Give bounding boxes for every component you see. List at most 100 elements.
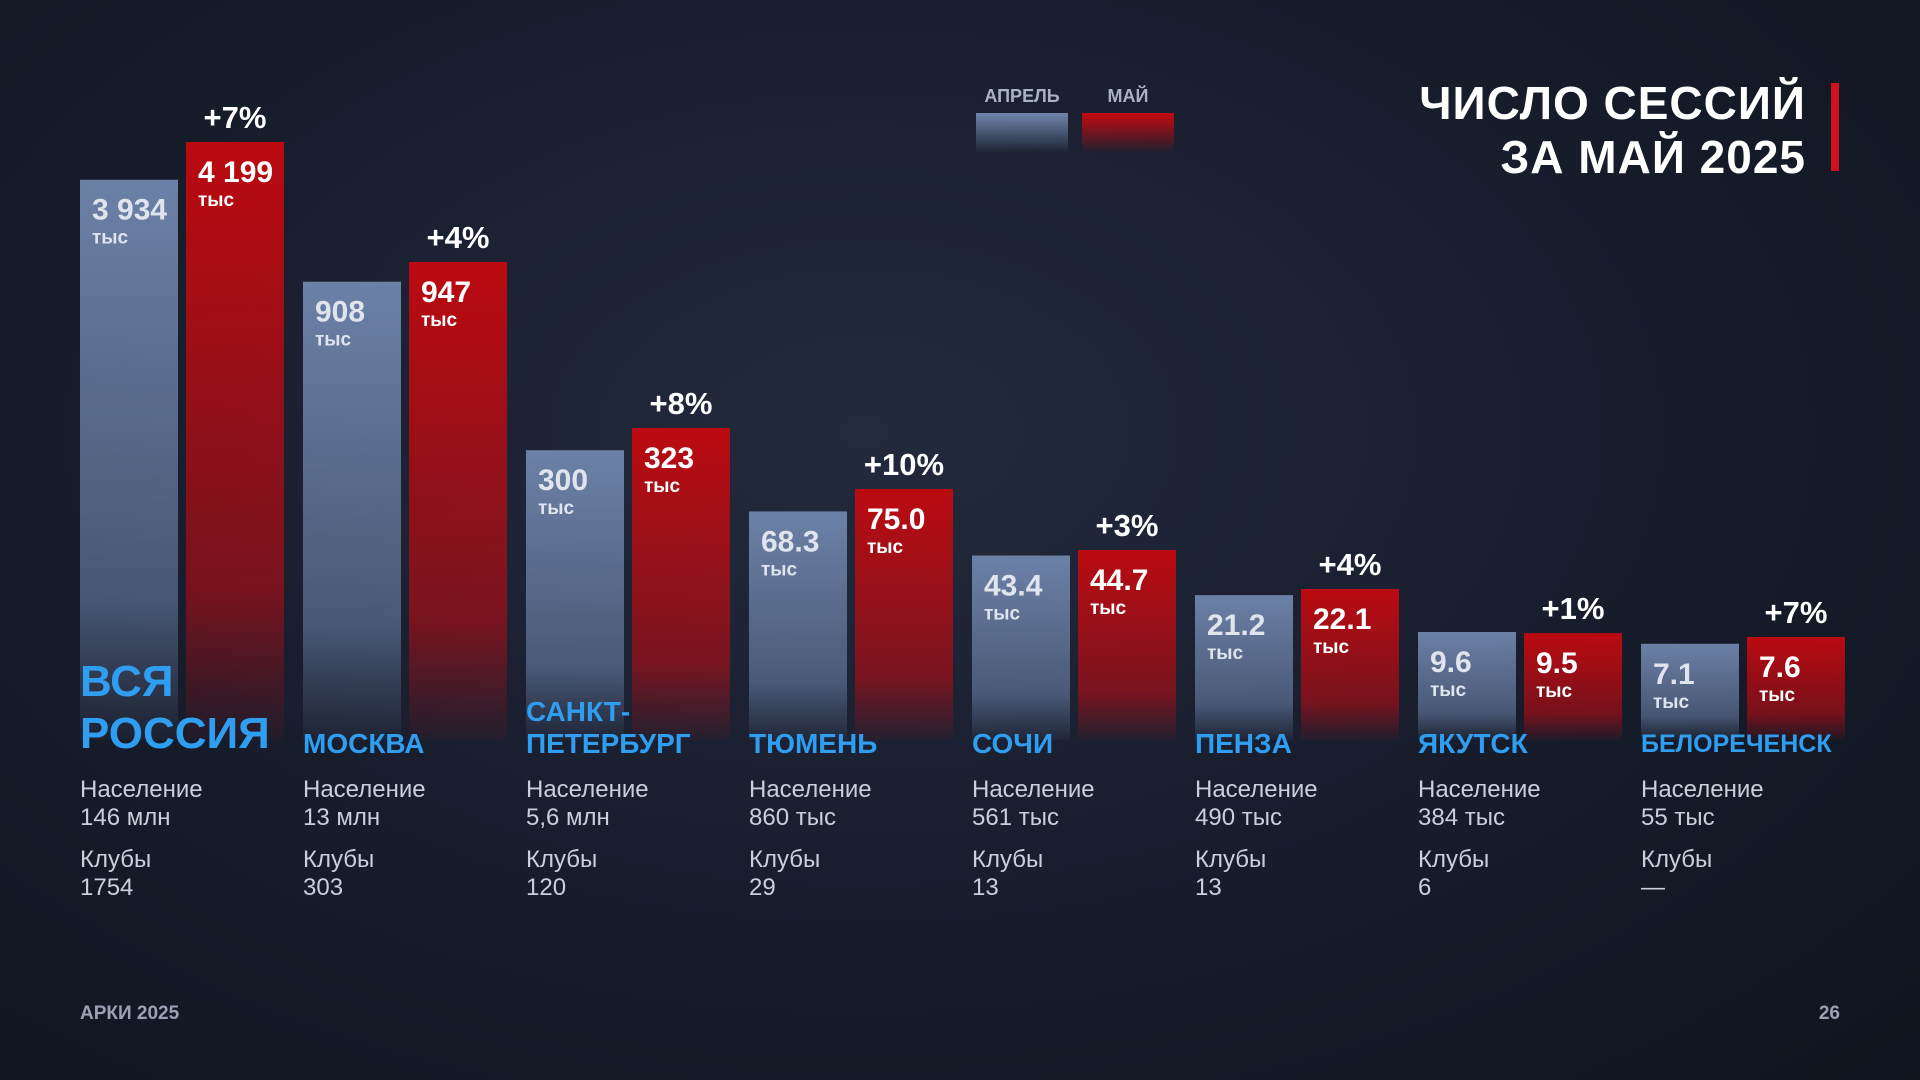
clubs-value: 1754 bbox=[80, 874, 134, 901]
value-label: 75.0 bbox=[867, 503, 925, 536]
clubs-value: — bbox=[1641, 874, 1665, 901]
population-value: 146 млн bbox=[80, 804, 171, 831]
category-label: ВСЯ РОССИЯ bbox=[80, 657, 270, 758]
page-number: 26 bbox=[1818, 1003, 1840, 1024]
clubs-value: 13 bbox=[1195, 874, 1222, 901]
population-label: Население bbox=[1195, 776, 1318, 803]
bar bbox=[855, 489, 953, 740]
population-label: Население bbox=[526, 776, 649, 803]
unit-label: тыс bbox=[1090, 598, 1127, 619]
change-label: +7% bbox=[204, 100, 267, 135]
bar bbox=[526, 450, 624, 740]
clubs-value: 13 bbox=[972, 874, 999, 901]
bar bbox=[80, 179, 178, 741]
bar bbox=[186, 142, 284, 740]
population-value: 13 млн bbox=[303, 804, 381, 831]
population-label: Население bbox=[749, 776, 872, 803]
change-label: +4% bbox=[427, 220, 490, 255]
bar bbox=[1524, 633, 1622, 740]
unit-label: тыс bbox=[984, 604, 1021, 625]
value-label: 9.5 bbox=[1536, 647, 1578, 680]
unit-label: тыс bbox=[644, 476, 681, 497]
unit-label: тыс bbox=[1653, 692, 1690, 713]
bar bbox=[1301, 589, 1399, 740]
chart-title: ЧИСЛО СЕССИЙ ЗА МАЙ 2025 bbox=[1419, 77, 1806, 183]
unit-label: тыс bbox=[1536, 681, 1573, 702]
change-label: +10% bbox=[864, 447, 944, 482]
bar bbox=[1418, 632, 1516, 740]
category-label: ПЕНЗА bbox=[1195, 728, 1292, 759]
population-value: 490 тыс bbox=[1195, 804, 1282, 831]
bar bbox=[1641, 643, 1739, 740]
change-label: +1% bbox=[1542, 591, 1605, 626]
legend-swatch bbox=[1082, 113, 1174, 153]
change-label: +7% bbox=[1765, 595, 1828, 630]
clubs-value: 6 bbox=[1418, 874, 1432, 901]
value-label: 947 bbox=[421, 276, 471, 309]
clubs-label: Клубы bbox=[80, 846, 152, 873]
category-label: МОСКВА bbox=[303, 728, 425, 759]
value-label: 9.6 bbox=[1430, 646, 1472, 679]
unit-label: тыс bbox=[1313, 637, 1350, 658]
unit-label: тыс bbox=[1759, 685, 1796, 706]
population-label: Население bbox=[1418, 776, 1541, 803]
value-label: 323 bbox=[644, 442, 694, 475]
unit-label: тыс bbox=[538, 498, 575, 519]
legend-swatch bbox=[976, 113, 1068, 153]
clubs-label: Клубы bbox=[972, 846, 1044, 873]
clubs-value: 303 bbox=[303, 874, 344, 901]
population-value: 5,6 млн bbox=[526, 804, 610, 831]
bar bbox=[409, 262, 507, 740]
bar bbox=[1747, 637, 1845, 740]
clubs-label: Клубы bbox=[1641, 846, 1713, 873]
unit-label: тыс bbox=[867, 537, 904, 558]
population-label: Население bbox=[972, 776, 1095, 803]
unit-label: тыс bbox=[315, 330, 352, 351]
value-label: 300 bbox=[538, 464, 588, 497]
category-label: СОЧИ bbox=[972, 728, 1054, 759]
category-label: ЯКУТСК bbox=[1418, 728, 1528, 759]
unit-label: тыс bbox=[1207, 643, 1244, 664]
clubs-label: Клубы bbox=[1418, 846, 1490, 873]
change-label: +3% bbox=[1096, 508, 1159, 543]
value-label: 4 199 bbox=[198, 156, 273, 189]
clubs-value: 29 bbox=[749, 874, 776, 901]
unit-label: тыс bbox=[761, 559, 798, 580]
clubs-value: 120 bbox=[526, 874, 567, 901]
unit-label: тыс bbox=[92, 228, 129, 249]
value-label: 3 934 bbox=[92, 194, 167, 227]
value-label: 7.6 bbox=[1759, 651, 1801, 684]
population-value: 561 тыс bbox=[972, 804, 1059, 831]
value-label: 7.1 bbox=[1653, 658, 1695, 691]
value-label: 43.4 bbox=[984, 570, 1043, 603]
unit-label: тыс bbox=[421, 310, 458, 331]
bar bbox=[749, 511, 847, 740]
value-label: 68.3 bbox=[761, 525, 819, 558]
category-label: ТЮМЕНЬ bbox=[749, 728, 878, 759]
clubs-label: Клубы bbox=[1195, 846, 1267, 873]
change-label: +4% bbox=[1319, 547, 1382, 582]
clubs-label: Клубы bbox=[749, 846, 821, 873]
bar bbox=[632, 428, 730, 740]
unit-label: тыс bbox=[1430, 680, 1467, 701]
clubs-label: Клубы bbox=[303, 846, 375, 873]
bar bbox=[1078, 550, 1176, 740]
population-label: Население bbox=[303, 776, 426, 803]
population-value: 384 тыс bbox=[1418, 804, 1505, 831]
value-label: 44.7 bbox=[1090, 564, 1148, 597]
value-label: 22.1 bbox=[1313, 603, 1371, 636]
population-label: Население bbox=[80, 776, 203, 803]
bar bbox=[972, 555, 1070, 740]
title-accent bbox=[1831, 83, 1839, 171]
clubs-label: Клубы bbox=[526, 846, 598, 873]
population-value: 860 тыс bbox=[749, 804, 836, 831]
legend-label: МАЙ bbox=[1107, 86, 1149, 106]
bar bbox=[303, 281, 401, 740]
category-label: САНКТ- ПЕТЕРБУРГ bbox=[526, 696, 691, 759]
legend-label: АПРЕЛЬ bbox=[984, 86, 1060, 106]
population-label: Население bbox=[1641, 776, 1764, 803]
bar bbox=[1195, 595, 1293, 740]
population-value: 55 тыс bbox=[1641, 804, 1715, 831]
